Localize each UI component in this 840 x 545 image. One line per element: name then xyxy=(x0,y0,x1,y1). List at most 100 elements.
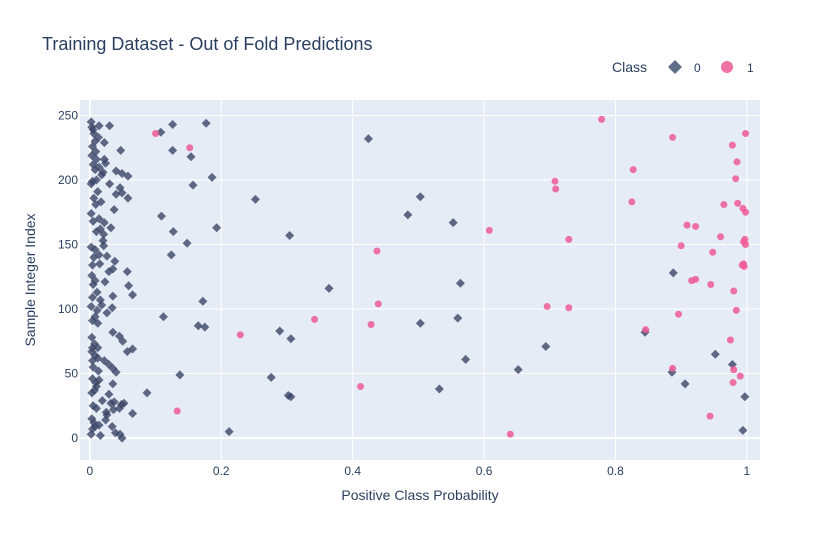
data-point-class-0 xyxy=(455,278,465,288)
data-point-class-0 xyxy=(168,120,178,130)
data-point-class-1 xyxy=(552,185,560,193)
data-point-class-0 xyxy=(324,283,334,293)
data-point-class-0 xyxy=(156,211,166,221)
data-point-class-0 xyxy=(108,379,118,389)
data-point-class-0 xyxy=(513,365,523,375)
data-point-class-1 xyxy=(692,222,700,230)
data-point-class-1 xyxy=(677,242,685,250)
data-point-class-0 xyxy=(104,389,114,399)
data-point-class-0 xyxy=(142,388,152,398)
data-point-class-0 xyxy=(168,227,178,237)
data-point-class-0 xyxy=(182,238,192,248)
data-point-class-0 xyxy=(94,420,104,430)
data-point-class-1 xyxy=(551,177,559,185)
data-point-class-1 xyxy=(565,304,573,312)
legend-marker-class-0 xyxy=(668,60,682,74)
data-point-class-0 xyxy=(119,398,129,408)
data-point-class-0 xyxy=(99,138,109,148)
data-point-class-0 xyxy=(94,250,104,260)
data-point-class-0 xyxy=(93,187,103,197)
data-point-class-0 xyxy=(88,280,98,290)
data-point-class-0 xyxy=(93,343,103,353)
data-point-class-1 xyxy=(692,275,700,283)
data-point-class-0 xyxy=(403,210,413,220)
data-point-class-1 xyxy=(173,407,181,415)
data-point-class-0 xyxy=(101,158,111,168)
data-point-class-1 xyxy=(742,130,750,138)
y-tick-label: 250 xyxy=(58,108,78,122)
data-point-class-0 xyxy=(175,370,185,380)
data-point-class-0 xyxy=(90,245,100,255)
data-point-class-1 xyxy=(629,166,637,174)
data-point-class-0 xyxy=(415,318,425,328)
data-point-class-0 xyxy=(124,281,134,291)
y-tick-label: 200 xyxy=(58,173,78,187)
data-point-class-0 xyxy=(91,175,101,185)
data-point-class-0 xyxy=(102,251,112,261)
data-point-class-1 xyxy=(720,201,728,209)
data-point-class-0 xyxy=(111,367,121,377)
data-point-class-0 xyxy=(286,334,296,344)
data-point-class-0 xyxy=(448,218,458,228)
data-point-class-0 xyxy=(110,256,120,266)
data-point-class-0 xyxy=(101,415,111,425)
data-point-class-1 xyxy=(598,115,606,123)
data-point-class-0 xyxy=(88,362,98,372)
data-point-class-0 xyxy=(94,375,104,385)
data-point-class-0 xyxy=(117,188,127,198)
data-point-class-1 xyxy=(707,281,715,289)
data-point-class-0 xyxy=(86,209,96,219)
data-point-class-1 xyxy=(734,199,742,207)
data-point-class-0 xyxy=(91,403,101,413)
data-point-class-1 xyxy=(709,248,717,256)
data-point-class-0 xyxy=(111,189,121,199)
data-point-class-0 xyxy=(107,421,117,431)
data-point-class-1 xyxy=(669,133,677,141)
grid xyxy=(80,100,760,460)
data-point-class-0 xyxy=(93,366,103,376)
data-point-class-0 xyxy=(188,180,198,190)
data-point-class-1 xyxy=(669,364,677,372)
data-point-class-1 xyxy=(683,221,691,229)
data-point-class-0 xyxy=(93,353,103,363)
data-point-class-0 xyxy=(201,118,211,128)
data-point-class-0 xyxy=(224,427,234,437)
data-point-class-1 xyxy=(485,226,493,234)
legend-label-class-1: 1 xyxy=(747,61,754,75)
data-point-class-0 xyxy=(86,117,96,127)
data-point-class-1 xyxy=(730,366,738,374)
data-point-class-0 xyxy=(275,326,285,336)
data-point-class-0 xyxy=(87,260,97,270)
data-point-class-0 xyxy=(99,218,109,228)
data-point-class-0 xyxy=(94,162,104,172)
data-point-class-0 xyxy=(740,392,750,402)
data-point-class-0 xyxy=(123,193,133,203)
data-point-class-0 xyxy=(710,349,720,359)
data-point-class-1 xyxy=(706,412,714,420)
data-point-class-0 xyxy=(207,172,217,182)
data-point-class-0 xyxy=(87,292,97,302)
data-point-class-0 xyxy=(107,303,117,313)
data-point-class-0 xyxy=(97,170,107,180)
data-point-class-1 xyxy=(311,315,319,323)
legend-marker-class-1 xyxy=(721,61,733,73)
data-point-class-0 xyxy=(200,322,210,332)
data-point-class-1 xyxy=(628,198,636,206)
x-axis-ticks: 0 0.2 0.4 0.6 0.8 1 xyxy=(87,464,751,478)
data-point-class-0 xyxy=(122,267,132,277)
y-tick-label: 100 xyxy=(58,302,78,316)
y-axis-label: Sample Integer Index xyxy=(22,213,38,346)
data-point-class-0 xyxy=(102,308,112,318)
data-point-class-0 xyxy=(363,134,373,144)
data-point-class-0 xyxy=(123,171,133,181)
data-point-class-0 xyxy=(86,179,96,189)
data-point-class-0 xyxy=(116,145,126,155)
data-point-class-0 xyxy=(86,429,96,439)
data-point-class-1 xyxy=(726,336,734,344)
data-point-class-1 xyxy=(236,331,244,339)
data-point-class-0 xyxy=(186,152,196,162)
data-point-class-0 xyxy=(128,290,138,300)
data-point-class-0 xyxy=(109,205,119,215)
